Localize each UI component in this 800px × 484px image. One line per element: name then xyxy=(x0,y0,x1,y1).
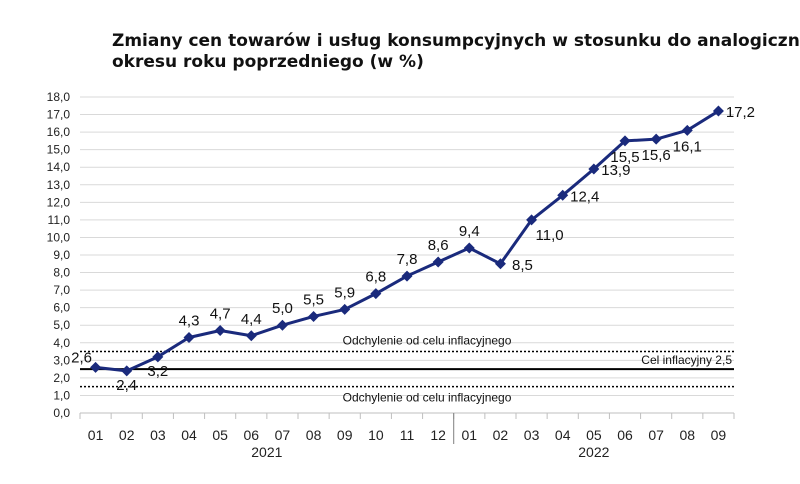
x-tick-label: 05 xyxy=(212,427,228,443)
x-tick-label: 03 xyxy=(150,427,166,443)
data-point-marker xyxy=(712,105,724,117)
y-tick-label: 11,0 xyxy=(48,213,71,227)
data-point-marker xyxy=(557,189,569,201)
y-tick-label: 9,0 xyxy=(53,248,70,262)
data-label: 4,3 xyxy=(179,313,200,330)
data-label: 4,4 xyxy=(241,311,262,328)
data-label: 7,8 xyxy=(397,251,418,268)
data-label: 5,5 xyxy=(303,291,324,308)
data-label: 5,9 xyxy=(334,284,355,301)
reference-line-label: Cel inflacyjny 2,5 xyxy=(641,353,732,367)
x-tick-label: 03 xyxy=(524,427,540,443)
chart-title: Zmiany cen towarów i usług konsumpcyjnyc… xyxy=(112,31,800,51)
x-tick-label: 04 xyxy=(181,427,197,443)
data-label: 12,4 xyxy=(570,188,599,205)
y-axis-tick-labels: 0,0 1,0 2,0 3,0 4,0 5,0 6,0 7,0 8,0 9,0 10,0 11,0 12… xyxy=(47,90,71,420)
y-tick-label: 15,0 xyxy=(47,143,71,157)
x-axis-tick-labels: 01 02 03 04 05 06 07 08 09 10 11 12 01 02 03 04 05 06 07 08… xyxy=(88,427,727,443)
x-tick-label: 02 xyxy=(493,427,509,443)
data-point-marker xyxy=(90,361,102,373)
data-point-marker xyxy=(401,270,413,282)
data-label: 9,4 xyxy=(459,223,480,240)
data-label: 6,8 xyxy=(365,269,386,286)
x-tick-label: 07 xyxy=(275,427,291,443)
data-label: 2,4 xyxy=(116,377,137,394)
x-tick-label: 08 xyxy=(306,427,322,443)
data-label: 13,9 xyxy=(601,162,630,179)
y-tick-label: 3,0 xyxy=(53,353,70,367)
y-tick-label: 13,0 xyxy=(47,178,71,192)
data-point-marker xyxy=(121,365,133,377)
x-tick-label: 09 xyxy=(711,427,727,443)
x-tick-label: 05 xyxy=(586,427,602,443)
reference-line-label: Odchylenie od celu inflacyjnego xyxy=(343,391,512,405)
x-tick-label: 08 xyxy=(679,427,695,443)
data-label: 2,6 xyxy=(71,349,92,366)
data-label: 16,1 xyxy=(673,138,702,155)
y-tick-label: 7,0 xyxy=(53,283,70,297)
data-labels: 2,6 2,4 3,2 4,3 4,7 4,4 5,0 5,5 5,9 6,8 7,8 8,6 9,4 8… xyxy=(71,104,755,394)
chart-title-line2: okresu roku poprzedniego (w %) xyxy=(112,52,424,72)
data-point-marker xyxy=(183,332,195,344)
y-tick-label: 6,0 xyxy=(53,301,70,315)
year-label: 2022 xyxy=(578,444,609,460)
x-tick-label: 04 xyxy=(555,427,571,443)
y-tick-label: 1,0 xyxy=(53,388,70,402)
data-point-marker xyxy=(152,351,164,363)
y-tick-label: 5,0 xyxy=(53,318,70,332)
data-point-marker xyxy=(681,124,693,136)
x-tick-label: 11 xyxy=(400,427,415,443)
year-labels: 2021 2022 xyxy=(251,444,609,460)
data-point-marker xyxy=(214,324,226,336)
data-label: 8,6 xyxy=(428,237,449,254)
data-point-marker xyxy=(370,288,382,300)
y-tick-label: 4,0 xyxy=(53,336,70,350)
x-tick-label: 02 xyxy=(119,427,135,443)
data-label: 3,2 xyxy=(147,363,168,380)
data-point-marker xyxy=(650,133,662,145)
data-point-marker xyxy=(588,163,600,175)
x-tick-label: 10 xyxy=(368,427,384,443)
x-tick-label: 09 xyxy=(337,427,353,443)
y-tick-label: 8,0 xyxy=(53,266,70,280)
data-point-marker xyxy=(339,303,351,315)
x-tick-label: 01 xyxy=(461,427,477,443)
data-point-marker xyxy=(619,135,631,147)
gridlines xyxy=(80,96,734,396)
data-point-marker xyxy=(308,310,320,322)
y-tick-label: 12,0 xyxy=(47,195,71,209)
y-tick-label: 14,0 xyxy=(47,160,71,174)
data-label: 4,7 xyxy=(210,305,231,322)
data-point-markers xyxy=(90,105,724,377)
y-tick-label: 18,0 xyxy=(47,90,71,104)
x-tick-label: 01 xyxy=(88,427,104,443)
x-tick-label: 12 xyxy=(430,427,446,443)
data-label: 15,6 xyxy=(642,147,671,164)
x-tick-label: 07 xyxy=(648,427,664,443)
y-tick-label: 10,0 xyxy=(47,230,71,244)
x-tick-label: 06 xyxy=(617,427,633,443)
data-label: 17,2 xyxy=(726,104,755,121)
data-point-marker xyxy=(245,330,257,342)
x-axis xyxy=(79,412,735,444)
reference-lines: Odchylenie od celu inflacyjnego Cel infla… xyxy=(80,334,734,405)
reference-line-label: Odchylenie od celu inflacyjnego xyxy=(343,334,512,348)
data-point-marker xyxy=(432,256,444,268)
data-point-marker xyxy=(463,242,475,254)
data-point-marker xyxy=(276,319,288,331)
data-label: 15,5 xyxy=(610,149,639,166)
data-label: 11,0 xyxy=(536,227,564,244)
y-tick-label: 16,0 xyxy=(47,125,71,139)
data-point-marker xyxy=(494,258,506,270)
y-tick-label: 0,0 xyxy=(53,406,70,420)
data-label: 5,0 xyxy=(272,300,293,317)
data-label: 8,5 xyxy=(512,257,533,274)
x-tick-label: 06 xyxy=(243,427,259,443)
data-point-marker xyxy=(526,214,538,226)
y-tick-label: 17,0 xyxy=(47,108,71,122)
y-tick-label: 2,0 xyxy=(53,371,70,385)
year-label: 2021 xyxy=(251,444,282,460)
